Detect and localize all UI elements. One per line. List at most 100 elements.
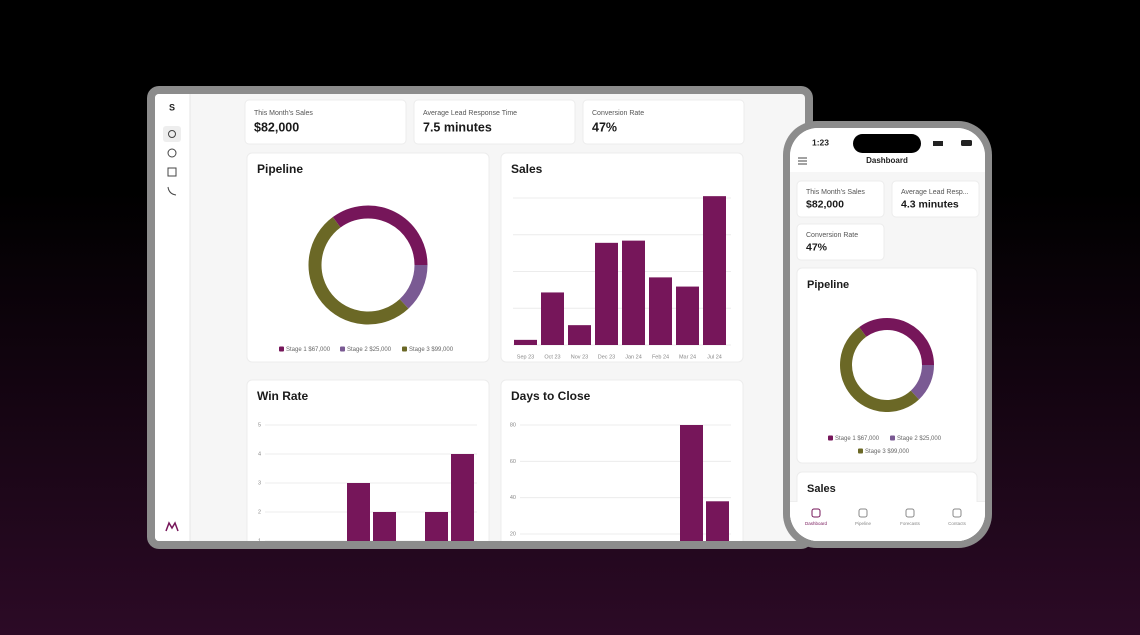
donut-segment (910, 364, 934, 400)
nav-icon[interactable] (905, 508, 915, 518)
kpi-label: Average Lead Resp... (901, 189, 969, 196)
legend-name: Stage 1 (835, 436, 856, 442)
chart-title: Pipeline (807, 279, 849, 291)
icon-forecasts[interactable] (167, 167, 177, 177)
chart-title: Pipeline (257, 162, 303, 176)
legend-entry: Stage 2 $25,000 (897, 436, 942, 442)
x-tick-label: Feb 24 (652, 354, 669, 360)
kpi-value: 7.5 minutes (423, 120, 492, 134)
y-tick-label: 40 (510, 495, 516, 501)
kpi-label: Conversion Rate (806, 232, 858, 239)
bar (676, 286, 699, 345)
donut-segment (399, 264, 428, 309)
x-tick-label: Jul 24 (707, 354, 722, 360)
x-tick-label: Oct 23 (544, 354, 560, 360)
status-signal (933, 141, 943, 146)
x-tick-label: Jan 24 (625, 354, 642, 360)
phone-screen: 1:23 Dashboard This Month's Sales $82,000… (790, 128, 985, 541)
legend-name: Stage 2 (347, 347, 368, 353)
bar (649, 277, 672, 345)
status-battery (961, 140, 972, 146)
x-tick-label: Mar 24 (679, 354, 696, 360)
brand-icon (165, 521, 179, 532)
kpi-label: Average Lead Response Time (423, 110, 517, 117)
y-tick-label: 2 (258, 509, 261, 515)
nav-icon[interactable] (811, 508, 821, 518)
phone-title: Dashboard (866, 156, 908, 165)
legend-swatch (279, 346, 284, 352)
donut-segment (859, 318, 934, 366)
legend-value: $99,000 (431, 347, 453, 353)
y-tick-label: 60 (510, 459, 516, 465)
kpi-value: $82,000 (254, 120, 299, 134)
nav-icon[interactable] (952, 508, 962, 518)
tablet-screen: S This Month's Sales $82,000 Average Lead … (155, 94, 805, 544)
y-tick-label: 1 (258, 538, 261, 544)
legend-entry: Stage 2 $25,000 (347, 347, 392, 353)
legend-name: Stage 3 (409, 347, 430, 353)
bar (680, 425, 703, 541)
kpi-card (796, 223, 885, 261)
nav-label: Forecasts (900, 521, 921, 526)
kpi-label: This Month's Sales (806, 189, 865, 196)
kpi-label: Conversion Rate (592, 110, 644, 117)
chart-title: Days to Close (511, 389, 591, 403)
kpi-label: This Month's Sales (254, 110, 313, 117)
y-tick-label: 4 (258, 451, 261, 457)
bar (514, 339, 537, 345)
nav-icon[interactable] (858, 508, 868, 518)
legend-value: $67,000 (308, 347, 330, 353)
sidebar-active[interactable] (163, 126, 181, 142)
kpi-card (582, 99, 745, 145)
donut-segment (840, 327, 919, 412)
kpi-value: 4.3 minutes (901, 199, 959, 211)
bottom-nav (790, 502, 985, 541)
chart-title: Sales (511, 162, 543, 176)
bar (622, 240, 645, 345)
legend-swatch (890, 435, 895, 441)
bar (347, 483, 370, 541)
legend-entry: Stage 3 $99,000 (409, 347, 454, 353)
bar (451, 454, 474, 541)
dynamic-island (853, 134, 921, 153)
legend-entry: Stage 1 $67,000 (286, 347, 331, 353)
x-tick-label: Dec 23 (598, 354, 615, 360)
icon-contacts[interactable] (167, 186, 177, 196)
legend-value: $99,000 (887, 449, 909, 455)
nav-label: Pipeline (855, 521, 872, 526)
bar (541, 292, 564, 345)
menu-icon[interactable] (798, 157, 807, 165)
sidebar-logo: S (169, 102, 175, 112)
donut-segment (308, 217, 409, 325)
chart-title: Win Rate (257, 389, 309, 403)
chart-card (796, 267, 978, 464)
legend-swatch (402, 346, 407, 352)
legend-swatch (858, 448, 863, 454)
bar (595, 242, 618, 345)
y-tick-label: 3 (258, 480, 261, 486)
sidebar (155, 94, 190, 541)
status-time: 1:23 (812, 137, 829, 147)
legend-swatch (340, 346, 345, 352)
y-tick-label: 20 (510, 531, 516, 537)
legend-name: Stage 3 (865, 449, 886, 455)
kpi-value: $82,000 (806, 199, 844, 211)
kpi-card (244, 99, 407, 145)
icon-pipeline[interactable] (167, 148, 177, 158)
chart-title: Sales (807, 483, 836, 495)
nav-label: Contacts (948, 521, 967, 526)
kpi-card (796, 180, 885, 218)
x-tick-label: Nov 23 (571, 354, 588, 360)
x-tick-label: Sep 23 (517, 354, 534, 360)
chart-card (246, 152, 490, 363)
kpi-value: 47% (806, 242, 828, 254)
legend-value: $25,000 (919, 436, 941, 442)
icon-dashboard[interactable] (168, 130, 176, 138)
bar (568, 325, 591, 345)
legend-value: $25,000 (369, 347, 391, 353)
y-tick-label: 80 (510, 422, 516, 428)
bar (425, 512, 448, 541)
donut-segment (332, 205, 428, 266)
legend-entry: Stage 3 $99,000 (865, 449, 910, 455)
